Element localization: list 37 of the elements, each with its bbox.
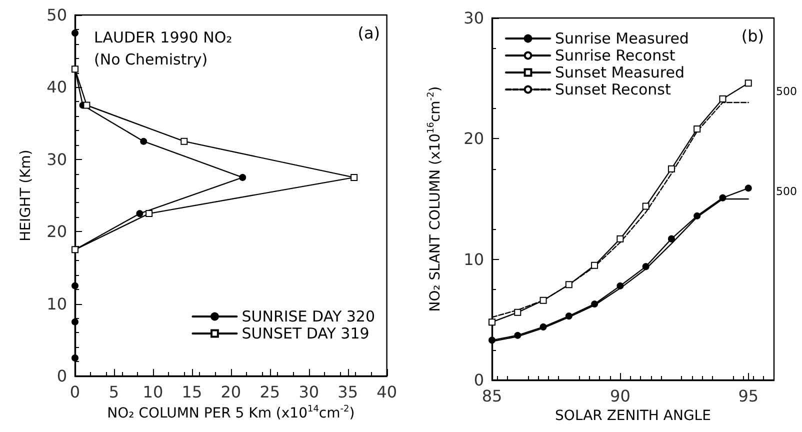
x-tick-label: 95 — [738, 386, 759, 406]
y-tick-label: 20 — [46, 222, 67, 242]
x-tick-label: 90 — [610, 386, 630, 406]
legend-label: Sunset Reconst — [555, 80, 671, 98]
text: 500 — [776, 185, 797, 198]
y-tick-label: 50 — [46, 6, 67, 24]
y-axis-title: HEIGHT (Km) — [18, 150, 34, 242]
x-tick-label: 0 — [70, 382, 80, 402]
y-tick-label: 0 — [56, 366, 67, 386]
text: 500 — [776, 85, 797, 98]
y-tick-label: 10 — [464, 250, 484, 269]
x-axis-title: SOLAR ZENITH ANGLE — [555, 408, 711, 424]
x-tick-label: 5 — [108, 382, 120, 402]
text: (No Chemistry) — [94, 50, 208, 68]
x-tick-label: 85 — [482, 386, 502, 406]
y-tick-label: 0 — [474, 370, 484, 390]
y-tick-label: 30 — [46, 150, 67, 169]
y-tick-label: 40 — [46, 78, 67, 97]
text: LAUDER 1990 NO₂ — [94, 28, 232, 46]
x-tick-label: 10 — [142, 382, 164, 402]
x-tick-label: 40 — [376, 382, 397, 402]
y-tick-label: 30 — [464, 8, 484, 28]
legend-label: Sunrise Measured — [555, 30, 689, 48]
legend-label: SUNSET DAY 319 — [242, 324, 370, 342]
legend-label: Sunset Measured — [555, 64, 684, 82]
x-tick-label: 20 — [220, 382, 242, 402]
y-tick-label: 10 — [46, 294, 67, 314]
y-tick-label: 20 — [464, 129, 484, 148]
x-tick-label: 15 — [182, 382, 202, 402]
legend-label: Sunrise Reconst — [555, 46, 676, 64]
annotation: (a) — [358, 24, 380, 42]
y-axis-title: NO₂ SLANT COLUMN (x1016cm-2) — [426, 86, 444, 312]
annotation: (b) — [741, 26, 764, 46]
x-tick-label: 25 — [260, 382, 280, 402]
x-tick-label: 30 — [298, 382, 320, 402]
legend-label: SUNRISE DAY 320 — [242, 308, 375, 326]
x-tick-label: 35 — [338, 382, 358, 402]
